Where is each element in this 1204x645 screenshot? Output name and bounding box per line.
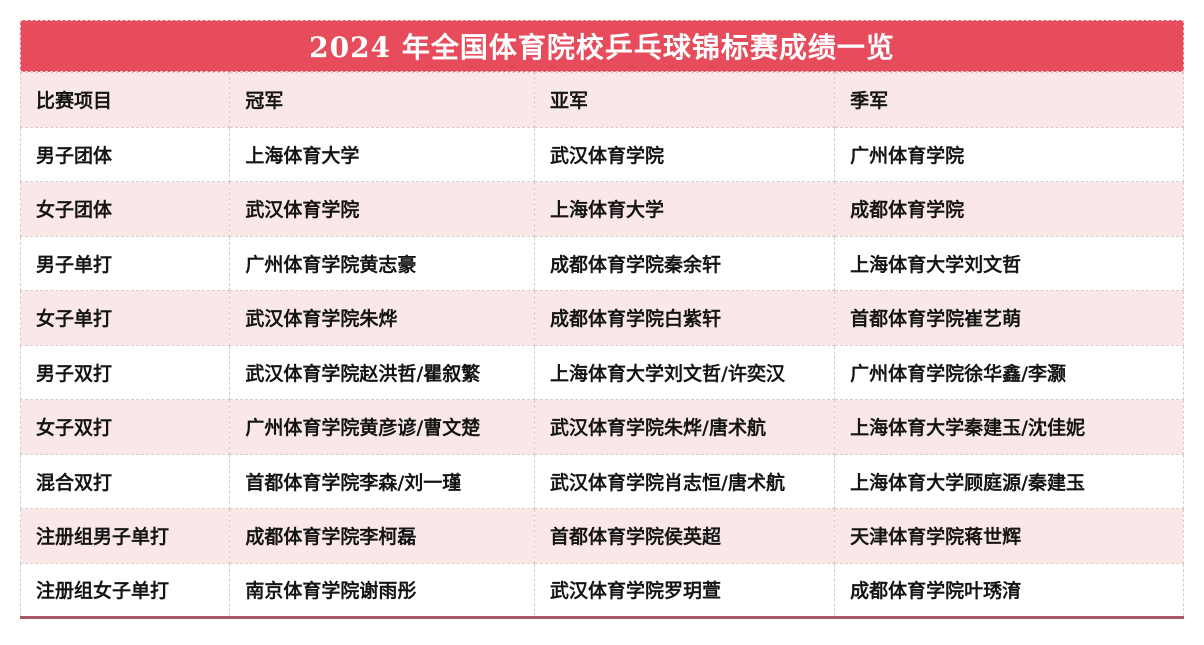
- third-place-cell: 广州体育学院: [834, 126, 1184, 182]
- table-row: 女子双打 广州体育学院黄彦谚/曹文楚 武汉体育学院朱烨/唐术航 上海体育大学秦建…: [19, 399, 1184, 455]
- champion-cell: 成都体育学院李柯磊: [229, 508, 536, 564]
- champion-cell: 武汉体育学院赵洪哲/瞿叙繁: [229, 344, 536, 400]
- event-cell: 注册组男子单打: [19, 508, 231, 564]
- champion-cell: 首都体育学院李森/刘一瑾: [229, 453, 536, 509]
- champion-cell: 广州体育学院黄彦谚/曹文楚: [229, 399, 536, 455]
- table-row: 男子单打 广州体育学院黄志豪 成都体育学院秦余轩 上海体育大学刘文哲: [19, 235, 1184, 291]
- champion-cell: 武汉体育学院: [229, 181, 536, 237]
- third-place-cell: 天津体育学院蒋世辉: [834, 508, 1184, 564]
- table-row: 混合双打 首都体育学院李森/刘一瑾 武汉体育学院肖志恒/唐术航 上海体育大学顾庭…: [19, 453, 1184, 509]
- third-place-cell: 广州体育学院徐华鑫/李灏: [834, 344, 1184, 400]
- table-row: 男子双打 武汉体育学院赵洪哲/瞿叙繁 上海体育大学刘文哲/许奕汉 广州体育学院徐…: [19, 344, 1184, 400]
- runner-up-cell: 成都体育学院秦余轩: [534, 235, 836, 291]
- runner-up-cell: 成都体育学院白紫轩: [534, 290, 836, 346]
- third-place-cell: 上海体育大学刘文哲: [834, 235, 1184, 291]
- event-cell: 女子团体: [19, 181, 231, 237]
- results-table: 比赛项目 冠军 亚军 季军 男子团体 上海体育大学 武汉体育学院 广州体育学院 …: [19, 72, 1184, 619]
- table-row: 注册组男子单打 成都体育学院李柯磊 首都体育学院侯英超 天津体育学院蒋世辉: [19, 508, 1184, 564]
- runner-up-cell: 上海体育大学: [534, 181, 836, 237]
- runner-up-cell: 上海体育大学刘文哲/许奕汉: [534, 344, 836, 400]
- title-banner: 2024 年全国体育院校乒乓球锦标赛成绩一览: [20, 20, 1184, 72]
- event-cell: 注册组女子单打: [19, 562, 231, 619]
- champion-cell: 广州体育学院黄志豪: [229, 235, 536, 291]
- header-runner-up: 亚军: [534, 72, 836, 128]
- third-place-cell: 首都体育学院崔艺萌: [834, 290, 1184, 346]
- runner-up-cell: 武汉体育学院朱烨/唐术航: [534, 399, 836, 455]
- page-title: 2024 年全国体育院校乒乓球锦标赛成绩一览: [309, 31, 895, 64]
- header-event: 比赛项目: [19, 72, 231, 128]
- champion-cell: 上海体育大学: [229, 126, 536, 182]
- table-row: 女子单打 武汉体育学院朱烨 成都体育学院白紫轩 首都体育学院崔艺萌: [19, 290, 1184, 346]
- event-cell: 男子双打: [19, 344, 231, 400]
- header-champion: 冠军: [229, 72, 536, 128]
- runner-up-cell: 首都体育学院侯英超: [534, 508, 836, 564]
- event-cell: 女子双打: [19, 399, 231, 455]
- third-place-cell: 成都体育学院叶琇淯: [834, 562, 1184, 619]
- champion-cell: 武汉体育学院朱烨: [229, 290, 536, 346]
- third-place-cell: 上海体育大学秦建玉/沈佳妮: [834, 399, 1184, 455]
- event-cell: 女子单打: [19, 290, 231, 346]
- results-document: 2024 年全国体育院校乒乓球锦标赛成绩一览 比赛项目 冠军 亚军 季军 男子团…: [19, 20, 1184, 619]
- champion-cell: 南京体育学院谢雨彤: [229, 562, 536, 619]
- runner-up-cell: 武汉体育学院肖志恒/唐术航: [534, 453, 836, 509]
- table-row: 男子团体 上海体育大学 武汉体育学院 广州体育学院: [19, 126, 1184, 182]
- table-row: 女子团体 武汉体育学院 上海体育大学 成都体育学院: [19, 181, 1184, 237]
- third-place-cell: 上海体育大学顾庭源/秦建玉: [834, 453, 1184, 509]
- runner-up-cell: 武汉体育学院: [534, 126, 836, 182]
- event-cell: 混合双打: [19, 453, 231, 509]
- table-row: 注册组女子单打 南京体育学院谢雨彤 武汉体育学院罗玥萱 成都体育学院叶琇淯: [19, 562, 1184, 619]
- runner-up-cell: 武汉体育学院罗玥萱: [534, 562, 836, 619]
- header-row: 比赛项目 冠军 亚军 季军: [19, 72, 1184, 128]
- third-place-cell: 成都体育学院: [834, 181, 1184, 237]
- event-cell: 男子团体: [19, 126, 231, 182]
- event-cell: 男子单打: [19, 235, 231, 291]
- header-third-place: 季军: [834, 72, 1184, 128]
